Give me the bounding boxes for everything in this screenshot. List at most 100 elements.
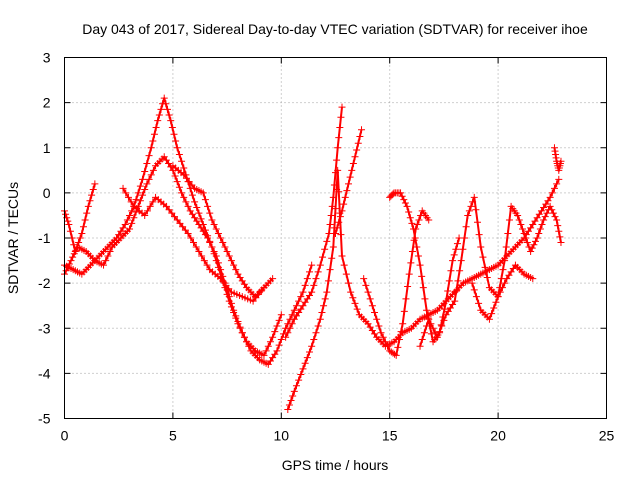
data-point (157, 105, 165, 113)
data-point (141, 211, 149, 219)
data-point (71, 248, 79, 256)
data-point (273, 322, 281, 330)
data-point (401, 199, 409, 207)
data-point (149, 166, 157, 174)
data-point (420, 329, 428, 337)
series-arc-h (332, 126, 366, 237)
data-point (438, 322, 446, 330)
data-point (81, 216, 89, 224)
data-point (308, 288, 316, 296)
y-tick-label: -3 (38, 320, 51, 336)
data-point (415, 216, 423, 224)
data-point (518, 225, 526, 233)
data-point (467, 202, 475, 210)
y-tick-label: 1 (43, 140, 51, 156)
data-point (326, 266, 334, 274)
data-point (531, 237, 539, 245)
data-point (479, 253, 487, 261)
data-point (459, 245, 467, 253)
data-point (127, 198, 135, 206)
data-point (413, 243, 421, 251)
data-point (551, 213, 559, 221)
series-arc-c (61, 180, 99, 256)
data-point (236, 324, 244, 332)
data-point (289, 392, 297, 400)
data-point (123, 216, 131, 224)
data-point (334, 144, 342, 152)
data-point (285, 401, 293, 409)
data-point (277, 336, 285, 344)
data-point (371, 308, 379, 316)
data-point (475, 299, 483, 307)
data-point (336, 123, 344, 131)
data-point (362, 281, 370, 289)
data-point (490, 304, 498, 312)
data-point (100, 261, 108, 269)
data-point (414, 252, 422, 260)
data-point (126, 211, 134, 219)
data-point (314, 268, 322, 276)
data-point (155, 111, 163, 119)
data-point (349, 294, 357, 302)
data-point (399, 320, 407, 328)
data-point (502, 243, 510, 251)
series-arc-g (282, 103, 346, 341)
series-arc-i (360, 207, 433, 359)
grid-layer (64, 57, 607, 419)
data-point (238, 329, 246, 337)
data-point (210, 220, 218, 228)
data-point (284, 405, 292, 413)
data-point (416, 342, 424, 350)
data-point (195, 209, 203, 217)
data-point (165, 111, 173, 119)
data-point (240, 333, 248, 341)
data-point (78, 229, 86, 237)
data-point (147, 144, 155, 152)
data-point (527, 248, 535, 256)
data-point (217, 234, 225, 242)
data-point (391, 350, 399, 358)
data-point (89, 185, 97, 193)
y-tick-label: 0 (43, 185, 51, 201)
data-point (154, 117, 162, 125)
data-point (397, 189, 405, 197)
data-point (418, 336, 426, 344)
data-point (453, 240, 461, 248)
data-point (336, 213, 344, 221)
series-arc-a (61, 153, 316, 368)
series-arc-k (416, 193, 537, 350)
data-point (452, 287, 460, 295)
data-point (425, 315, 433, 323)
data-point (262, 347, 270, 355)
data-point (128, 219, 136, 227)
data-point (333, 156, 341, 164)
data-point (540, 216, 548, 224)
data-point (465, 207, 473, 215)
data-point (418, 272, 426, 280)
data-point (119, 184, 127, 192)
data-point (197, 215, 205, 223)
data-point (353, 305, 361, 313)
series-trace (64, 97, 283, 357)
data-point (451, 297, 459, 305)
data-point (122, 189, 130, 197)
data-point (470, 193, 478, 201)
data-point (303, 354, 311, 362)
data-point (456, 267, 464, 275)
data-point (284, 329, 292, 337)
data-point (310, 336, 318, 344)
data-point (472, 206, 480, 214)
data-point (147, 171, 155, 179)
data-point (198, 252, 206, 260)
data-point (477, 243, 485, 251)
data-point (392, 351, 400, 359)
data-point (201, 226, 209, 234)
data-point (152, 123, 160, 131)
data-point (269, 275, 277, 283)
data-point (299, 288, 307, 296)
x-tick-label: 25 (599, 428, 615, 444)
data-point (440, 305, 448, 313)
data-point (497, 275, 505, 283)
data-point (79, 223, 87, 231)
data-point (200, 257, 208, 265)
